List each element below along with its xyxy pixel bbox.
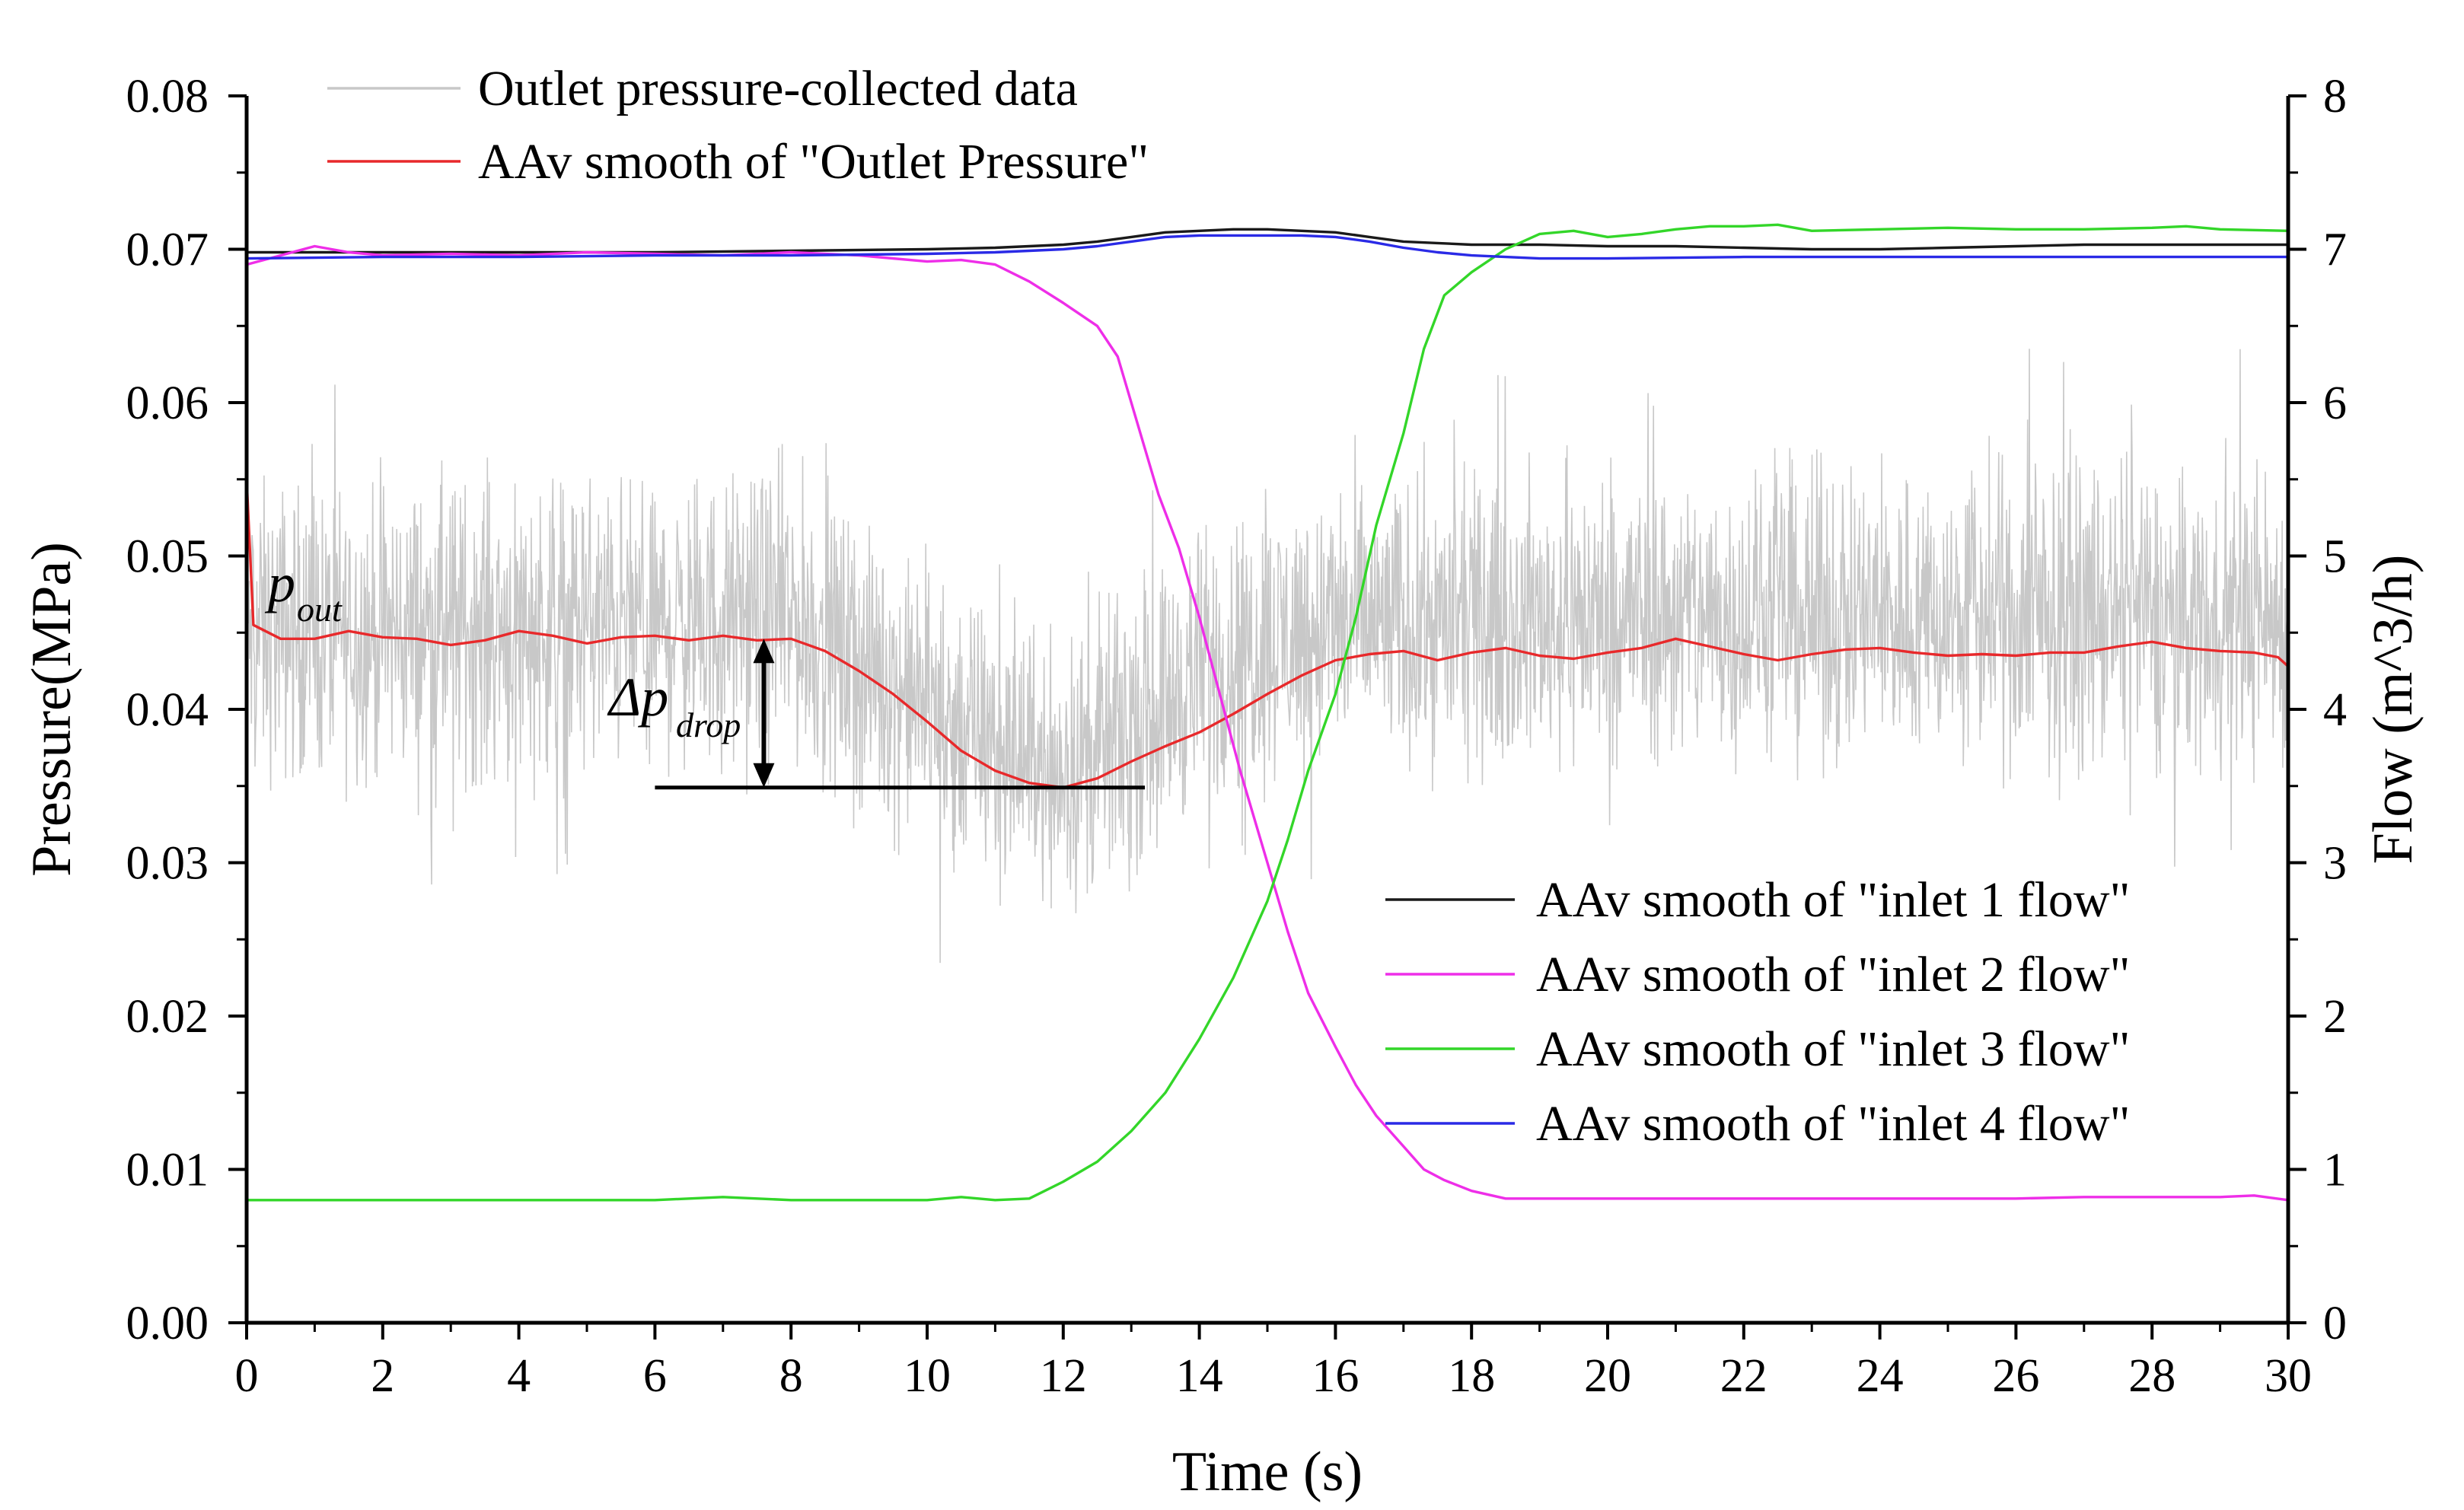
x-tick-label: 14 bbox=[1176, 1350, 1223, 1402]
x-axis-title: Time (s) bbox=[1172, 1441, 1363, 1503]
x-tick-label: 4 bbox=[507, 1350, 531, 1402]
x-tick-label: 20 bbox=[1584, 1350, 1631, 1402]
y-right-tick-label: 6 bbox=[2323, 378, 2347, 429]
y-right-tick-label: 8 bbox=[2323, 71, 2347, 123]
x-tick-label: 24 bbox=[1857, 1350, 1904, 1402]
legend-inlet-3-flow: AAv smooth of "inlet 3 flow" bbox=[1385, 1021, 2130, 1077]
legend-outlet-pressure-collected-text: Outlet pressure-collected data bbox=[478, 61, 1078, 116]
p-out-subscript: out bbox=[297, 590, 343, 629]
series-outlet-pressure-smooth bbox=[247, 479, 2288, 789]
x-tick-label: 6 bbox=[643, 1350, 667, 1402]
legend-inlet-3-flow-text: AAv smooth of "inlet 3 flow" bbox=[1536, 1021, 2130, 1077]
x-tick-label: 22 bbox=[1720, 1350, 1768, 1402]
pressure-drop-arrowhead-up bbox=[753, 639, 775, 664]
y-left-tick-label: 0.04 bbox=[126, 684, 209, 736]
y-left-tick-label: 0.05 bbox=[126, 531, 209, 583]
x-tick-label: 2 bbox=[371, 1350, 394, 1402]
y-left-tick-label: 0.03 bbox=[126, 838, 209, 890]
x-tick-label: 26 bbox=[1992, 1350, 2039, 1402]
series-outlet-pressure-collected-data bbox=[247, 349, 2288, 964]
legend-inlet-1-flow: AAv smooth of "inlet 1 flow" bbox=[1385, 872, 2130, 928]
y-left-tick-label: 0.02 bbox=[126, 991, 209, 1043]
x-tick-label: 18 bbox=[1448, 1350, 1495, 1402]
y-right-tick-label: 3 bbox=[2323, 838, 2347, 890]
legend-inlet-4-flow-text: AAv smooth of "inlet 4 flow" bbox=[1536, 1096, 2130, 1152]
legend-inlet-1-flow-text: AAv smooth of "inlet 1 flow" bbox=[1536, 872, 2130, 928]
y-right-tick-label: 4 bbox=[2323, 684, 2347, 736]
legend-outlet-pressure-smooth-text: AAv smooth of "Outlet Pressure" bbox=[478, 134, 1149, 190]
y-left-tick-label: 0.08 bbox=[126, 71, 209, 123]
y-right-tick-label: 0 bbox=[2323, 1298, 2347, 1349]
pressure-drop-arrowhead-down bbox=[753, 763, 775, 788]
y-right-tick-label: 7 bbox=[2323, 225, 2347, 276]
x-tick-label: 8 bbox=[779, 1350, 803, 1402]
legend-inlet-4-flow: AAv smooth of "inlet 4 flow" bbox=[1385, 1096, 2130, 1152]
legend-inlet-2-flow: AAv smooth of "inlet 2 flow" bbox=[1385, 947, 2130, 1002]
legend-inlet-2-flow-text: AAv smooth of "inlet 2 flow" bbox=[1536, 947, 2130, 1002]
legend-outlet-pressure-collected: Outlet pressure-collected data bbox=[327, 61, 1078, 116]
series-inlet-4-flow bbox=[247, 234, 2288, 260]
y-axis-right-title: Flow (m^3/h) bbox=[2362, 555, 2424, 865]
delta-p-subscript: drop bbox=[676, 706, 741, 744]
y-left-tick-label: 0.01 bbox=[126, 1145, 209, 1196]
p-out-label: p bbox=[264, 553, 295, 613]
series-inlet-2-flow bbox=[247, 244, 2288, 1202]
y-right-tick-label: 1 bbox=[2323, 1145, 2347, 1196]
y-left-tick-label: 0.07 bbox=[126, 225, 209, 276]
delta-p-label: Δp bbox=[607, 667, 668, 728]
x-tick-label: 28 bbox=[2128, 1350, 2176, 1402]
x-tick-label: 10 bbox=[904, 1350, 951, 1402]
x-tick-label: 30 bbox=[2265, 1350, 2312, 1402]
y-right-tick-label: 2 bbox=[2323, 991, 2347, 1043]
x-tick-label: 12 bbox=[1040, 1350, 1087, 1402]
legend-outlet-pressure-smooth: AAv smooth of "Outlet Pressure" bbox=[327, 134, 1149, 190]
y-left-tick-label: 0.06 bbox=[126, 378, 209, 429]
series-inlet-1-flow bbox=[247, 228, 2288, 254]
x-tick-label: 0 bbox=[235, 1350, 259, 1402]
outlet-pressure-raw-noise bbox=[247, 349, 2288, 964]
y-right-tick-label: 5 bbox=[2323, 531, 2347, 583]
y-left-tick-label: 0.00 bbox=[126, 1298, 209, 1349]
y-axis-left-title: Pressure(MPa) bbox=[21, 542, 83, 877]
series-inlet-3-flow bbox=[247, 223, 2288, 1202]
x-tick-label: 16 bbox=[1312, 1350, 1359, 1402]
